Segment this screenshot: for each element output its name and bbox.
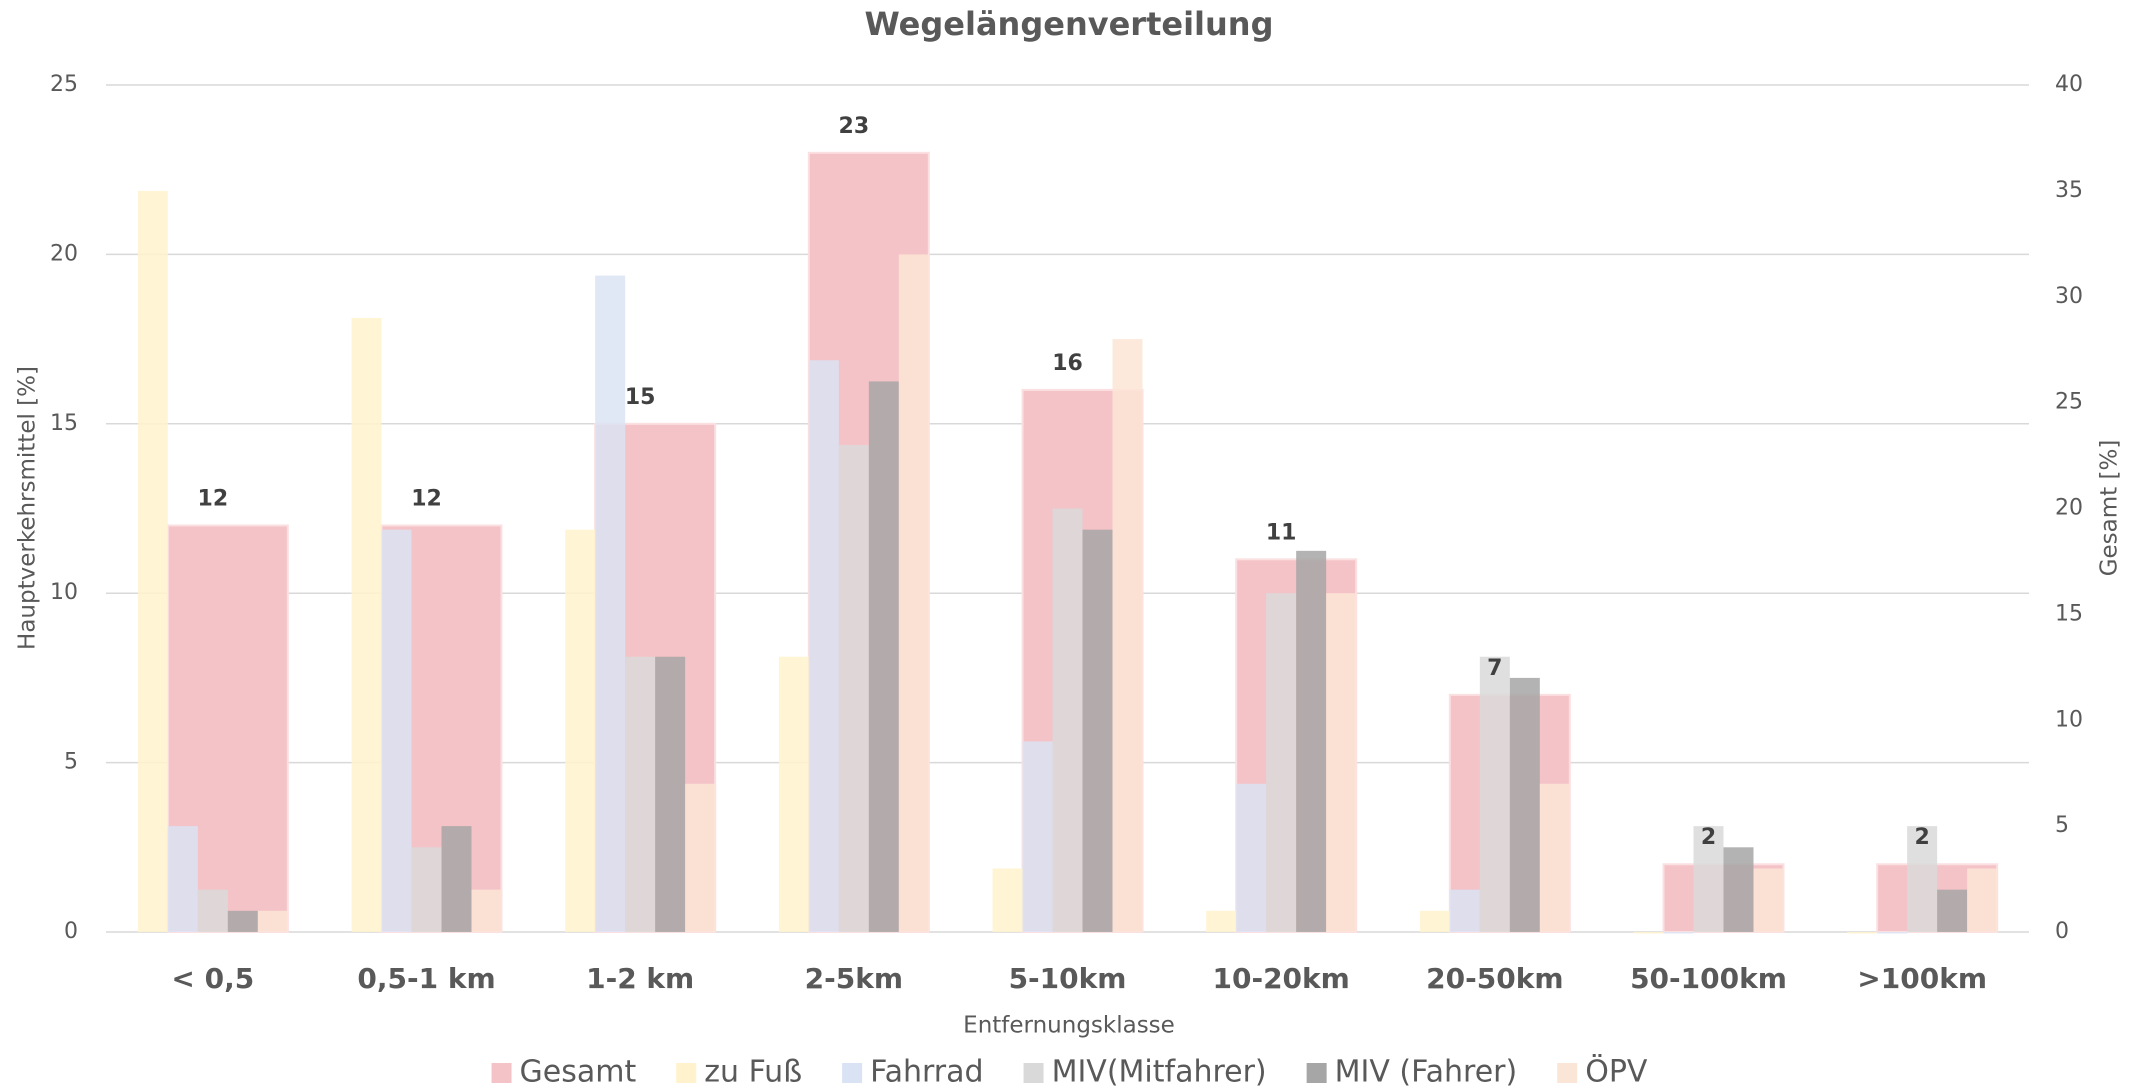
x-tick-label: 50-100km	[1630, 962, 1787, 995]
x-tick-label: 20-50km	[1426, 962, 1563, 995]
bar	[1022, 741, 1053, 932]
legend-swatch	[491, 1063, 512, 1083]
bar	[1877, 932, 1908, 934]
bar	[441, 826, 472, 932]
y2-tick-label: 20	[2055, 496, 2083, 521]
bar	[1082, 529, 1113, 932]
y2-tick-label: 5	[2055, 813, 2069, 838]
bar	[1663, 932, 1694, 934]
y2-tick-label: 30	[2055, 284, 2083, 309]
y-tick-label: 25	[50, 72, 78, 97]
legend-label: MIV(Mitfahrer)	[1052, 1055, 1267, 1089]
bar	[1296, 550, 1327, 932]
bar	[1419, 910, 1450, 932]
y-axis-label: Hauptverkehrsmittel [%]	[15, 366, 41, 650]
legend-label: MIV (Fahrer)	[1335, 1055, 1518, 1089]
bar	[411, 847, 442, 932]
bar	[197, 889, 228, 932]
x-axis-label: Entfernungsklasse	[963, 1013, 1175, 1039]
bar	[1326, 593, 1357, 932]
bar	[351, 317, 382, 932]
y2-tick-label: 0	[2055, 919, 2069, 944]
bar	[1539, 783, 1570, 932]
bar	[227, 910, 258, 932]
data-label: 7	[1487, 656, 1502, 681]
bar	[137, 190, 168, 932]
data-label: 16	[1052, 351, 1083, 376]
bar	[1967, 868, 1998, 932]
x-tick-label: 5-10km	[1009, 962, 1127, 995]
bar	[257, 910, 288, 932]
x-tick-label: < 0,5	[171, 962, 254, 995]
data-label: 12	[198, 486, 229, 511]
y-tick-label: 15	[50, 411, 78, 436]
bar	[1723, 847, 1754, 932]
y2-tick-label: 25	[2055, 390, 2083, 415]
bar	[381, 529, 412, 932]
legend-swatch	[1557, 1063, 1578, 1083]
x-tick-label: 0,5-1 km	[357, 962, 495, 995]
bar	[471, 889, 502, 932]
data-label: 12	[411, 486, 442, 511]
x-tick-label: >100km	[1857, 962, 1987, 995]
x-tick-label: 10-20km	[1212, 962, 1349, 995]
bar	[1633, 932, 1664, 934]
legend-swatch	[842, 1063, 863, 1083]
y2-tick-label: 15	[2055, 601, 2083, 626]
legend-label: ÖPV	[1585, 1054, 1648, 1089]
bar	[1753, 868, 1784, 932]
bar	[1693, 826, 1724, 932]
legend-label: Fahrrad	[870, 1055, 983, 1089]
bar	[1937, 889, 1968, 932]
y-tick-label: 5	[64, 750, 78, 775]
y-tick-label: 0	[64, 919, 78, 944]
y-tick-label: 20	[50, 241, 78, 266]
bar	[595, 275, 626, 932]
x-tick-label: 1-2 km	[586, 962, 694, 995]
legend-label: Gesamt	[520, 1055, 637, 1089]
y2-tick-label: 10	[2055, 707, 2083, 732]
bar	[1479, 656, 1510, 932]
bar	[625, 656, 656, 932]
y2-tick-label: 35	[2055, 178, 2083, 203]
data-label: 2	[1915, 825, 1930, 850]
bar	[167, 826, 198, 932]
bar	[1847, 932, 1878, 934]
x-tick-label: 2-5km	[805, 962, 903, 995]
data-label: 15	[625, 385, 656, 410]
bar	[1907, 826, 1938, 932]
bar	[778, 656, 809, 932]
data-label: 23	[839, 114, 870, 139]
bar	[1112, 339, 1143, 933]
bar	[565, 529, 596, 932]
data-label: 2	[1701, 825, 1716, 850]
bar	[898, 254, 929, 932]
bar	[685, 783, 716, 932]
bar	[655, 656, 686, 932]
legend-swatch	[676, 1063, 697, 1083]
legend-label: zu Fuß	[704, 1055, 802, 1089]
legend-swatch	[1023, 1063, 1044, 1083]
bar	[992, 868, 1023, 932]
bar	[1509, 677, 1540, 932]
bar	[808, 360, 839, 932]
chart-title: Wegelängenverteilung	[865, 5, 1274, 43]
data-label: 11	[1266, 520, 1297, 545]
bar	[1206, 910, 1237, 932]
bar	[1266, 593, 1297, 932]
bar	[868, 381, 899, 932]
bar	[1236, 783, 1267, 932]
bar	[1052, 508, 1083, 932]
bar	[838, 444, 869, 932]
bar	[1449, 889, 1480, 932]
y2-tick-label: 40	[2055, 72, 2083, 97]
y2-axis-label: Gesamt [%]	[2097, 440, 2123, 577]
legend-swatch	[1306, 1063, 1327, 1083]
y-tick-label: 10	[50, 580, 78, 605]
